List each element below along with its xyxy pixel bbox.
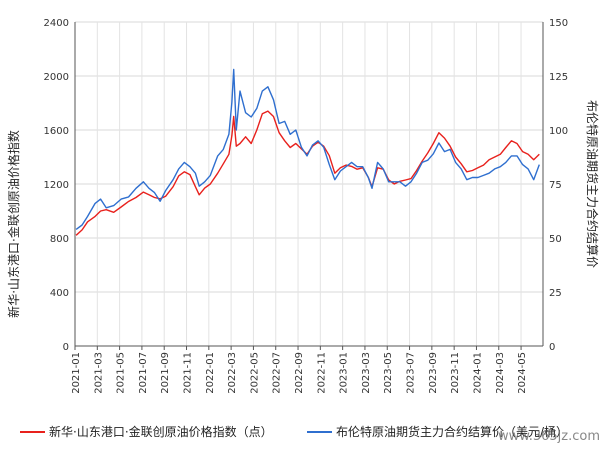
left-tick-label: 400: [50, 288, 69, 299]
x-tick-label: 2021-11: [183, 352, 194, 394]
x-tick-label: 2024-05: [517, 352, 528, 394]
x-tick-label: 2021-07: [138, 352, 149, 394]
x-tick-label: 2022-01: [205, 352, 216, 394]
x-tick-label: 2023-01: [339, 352, 350, 394]
legend-label-brent: 布伦特原油期货主力合约结算价（美元/桶）: [336, 424, 568, 439]
left-tick-label: 0: [63, 342, 69, 353]
x-tick-label: 2021-09: [160, 352, 171, 394]
x-tick-label: 2022-11: [316, 352, 327, 394]
x-tick-label: 2024-03: [495, 352, 506, 394]
x-tick-label: 2023-09: [428, 352, 439, 394]
right-axis-ticks: 0 25 50 75 100 125 150: [549, 18, 568, 353]
x-tick-label: 2022-09: [294, 352, 305, 394]
left-tick-label: 800: [50, 234, 69, 245]
left-axis-title: 新华·山东港口·金联创原油价格指数: [6, 130, 21, 318]
left-axis-ticks: 0 400 800 1200 1600 2000 2400: [44, 18, 69, 353]
gridlines: [74, 21, 543, 347]
x-tick-label: 2023-03: [361, 352, 372, 394]
x-tick-label: 2022-05: [249, 352, 260, 394]
right-tick-label: 125: [549, 72, 568, 83]
x-tick-label: 2021-05: [116, 352, 127, 394]
x-tick-label: 2024-01: [472, 352, 483, 394]
series-line-brent: [75, 68, 540, 230]
x-axis-ticks: 2021-01 2021-03 2021-05 2021-07 2021-09 2021-…: [71, 346, 528, 394]
legend-label-index: 新华·山东港口·金联创原油价格指数（点）: [49, 424, 273, 439]
watermark: www.365jz.com: [498, 429, 600, 444]
right-axis-title: 布伦特原油期货主力合约结算价: [585, 100, 600, 268]
right-tick-label: 0: [549, 342, 555, 353]
right-tick-label: 75: [549, 180, 562, 191]
left-tick-label: 1200: [44, 180, 69, 191]
x-tick-label: 2023-05: [383, 352, 394, 394]
right-tick-label: 100: [549, 126, 568, 137]
x-tick-label: 2023-11: [450, 352, 461, 394]
x-tick-label: 2021-03: [93, 352, 104, 394]
series-lines: [75, 68, 540, 236]
x-tick-label: 2022-07: [272, 352, 283, 394]
right-tick-label: 25: [549, 288, 562, 299]
x-tick-label: 2021-01: [71, 352, 82, 394]
x-tick-label: 2023-07: [406, 352, 417, 394]
left-tick-label: 1600: [44, 126, 69, 137]
legend: 新华·山东港口·金联创原油价格指数（点） 布伦特原油期货主力合约结算价（美元/桶…: [20, 424, 568, 439]
left-tick-label: 2400: [44, 18, 69, 29]
right-tick-label: 150: [549, 18, 568, 29]
axes: [74, 22, 544, 347]
left-tick-label: 2000: [44, 72, 69, 83]
x-tick-label: 2022-03: [227, 352, 238, 394]
right-tick-label: 50: [549, 234, 562, 245]
